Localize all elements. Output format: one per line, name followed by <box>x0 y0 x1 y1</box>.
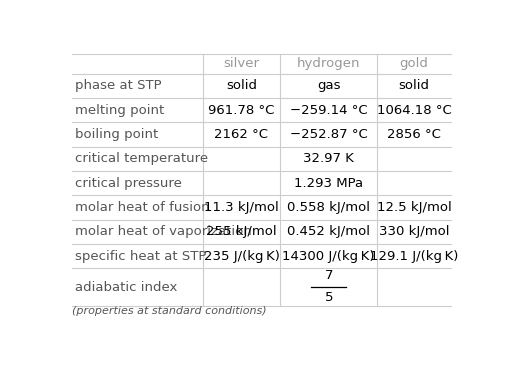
Text: solid: solid <box>398 79 429 92</box>
Text: 2856 °C: 2856 °C <box>386 128 440 141</box>
Text: (properties at standard conditions): (properties at standard conditions) <box>71 306 266 316</box>
Text: solid: solid <box>225 79 257 92</box>
Text: 32.97 K: 32.97 K <box>303 152 353 165</box>
Text: critical pressure: critical pressure <box>75 177 181 190</box>
Text: silver: silver <box>223 57 259 70</box>
Text: gas: gas <box>317 79 340 92</box>
Text: 129.1 J/(kg K): 129.1 J/(kg K) <box>369 250 458 263</box>
Text: 1.293 MPa: 1.293 MPa <box>294 177 362 190</box>
Text: 961.78 °C: 961.78 °C <box>208 104 274 117</box>
Text: molar heat of vaporization: molar heat of vaporization <box>75 225 251 238</box>
Text: 0.558 kJ/mol: 0.558 kJ/mol <box>287 201 370 214</box>
Text: 330 kJ/mol: 330 kJ/mol <box>378 225 448 238</box>
Text: phase at STP: phase at STP <box>75 79 161 92</box>
Text: specific heat at STP: specific heat at STP <box>75 250 206 263</box>
Text: −259.14 °C: −259.14 °C <box>289 104 367 117</box>
Text: 5: 5 <box>324 291 332 304</box>
Text: gold: gold <box>399 57 428 70</box>
Text: 7: 7 <box>324 268 332 282</box>
Text: −252.87 °C: −252.87 °C <box>289 128 367 141</box>
Text: 11.3 kJ/mol: 11.3 kJ/mol <box>204 201 278 214</box>
Text: adiabatic index: adiabatic index <box>75 281 177 294</box>
Text: 2162 °C: 2162 °C <box>214 128 268 141</box>
Text: molar heat of fusion: molar heat of fusion <box>75 201 209 214</box>
Text: boiling point: boiling point <box>75 128 158 141</box>
Text: 0.452 kJ/mol: 0.452 kJ/mol <box>287 225 370 238</box>
Text: critical temperature: critical temperature <box>75 152 208 165</box>
Text: 12.5 kJ/mol: 12.5 kJ/mol <box>376 201 450 214</box>
Text: 255 kJ/mol: 255 kJ/mol <box>206 225 276 238</box>
Text: 1064.18 °C: 1064.18 °C <box>376 104 450 117</box>
Text: 235 J/(kg K): 235 J/(kg K) <box>203 250 279 263</box>
Text: hydrogen: hydrogen <box>296 57 360 70</box>
Text: melting point: melting point <box>75 104 164 117</box>
Text: 14300 J/(kg K): 14300 J/(kg K) <box>282 250 374 263</box>
